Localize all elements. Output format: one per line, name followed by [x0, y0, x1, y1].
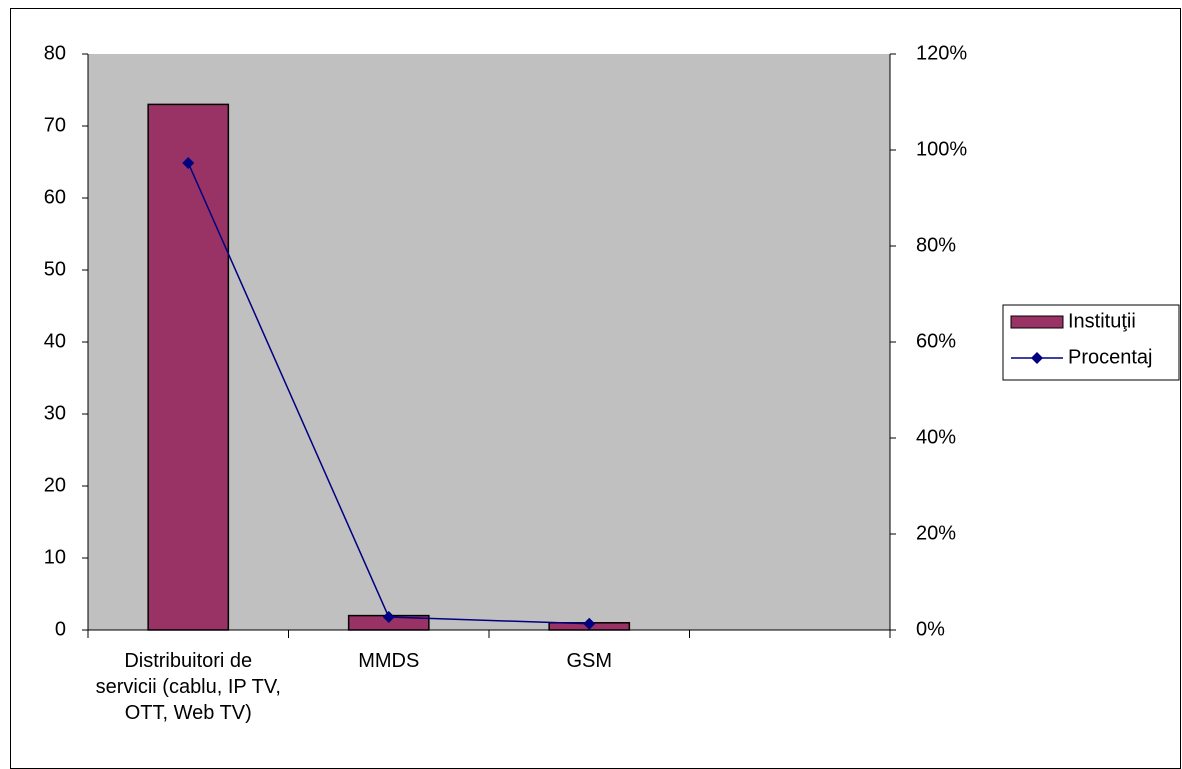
y-tick-label: 0 — [55, 618, 66, 640]
y-tick-label: 60 — [44, 186, 66, 208]
y-tick-label: 70 — [44, 114, 66, 136]
legend-label: Procentaj — [1068, 346, 1153, 368]
y2-tick-label: 120% — [916, 42, 967, 64]
y-tick-label: 50 — [44, 258, 66, 280]
y2-tick-label: 80% — [916, 234, 956, 256]
bar — [147, 103, 230, 631]
x-tick-label: Distribuitori de servicii (cablu, IP TV,… — [95, 650, 281, 724]
x-tick-label: MMDS — [358, 650, 420, 672]
y-tick-label: 30 — [44, 402, 66, 424]
y-tick-label: 80 — [44, 42, 66, 64]
y2-tick-label: 40% — [916, 426, 956, 448]
legend-label: Instituţii — [1068, 310, 1136, 332]
y2-tick-label: 60% — [916, 330, 956, 352]
y-tick-label: 20 — [44, 474, 66, 496]
y2-tick-label: 20% — [916, 522, 956, 544]
line-marker — [583, 617, 596, 630]
y-tick-label: 40 — [44, 330, 66, 352]
x-tick-label: GSM — [566, 650, 613, 672]
x-tick-label-box: MMDS — [358, 650, 420, 672]
y2-tick-label: 100% — [916, 138, 967, 160]
x-tick-label-box: Distribuitori de servicii (cablu, IP TV,… — [95, 650, 281, 724]
line-marker — [382, 611, 395, 624]
y2-tick-label: 0% — [916, 618, 945, 640]
line-marker — [182, 156, 195, 169]
legend-marker — [1031, 352, 1043, 364]
y-tick-label: 10 — [44, 546, 66, 568]
x-tick-label-box: GSM — [566, 650, 613, 672]
legend-swatch — [1010, 315, 1064, 329]
